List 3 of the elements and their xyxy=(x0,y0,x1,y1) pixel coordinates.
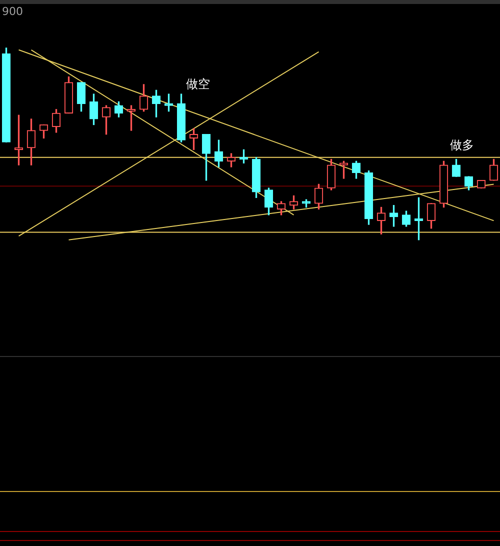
annotation: 做空 xyxy=(186,77,210,92)
annotation: 做多 xyxy=(450,138,474,152)
text: 900 xyxy=(2,4,23,18)
